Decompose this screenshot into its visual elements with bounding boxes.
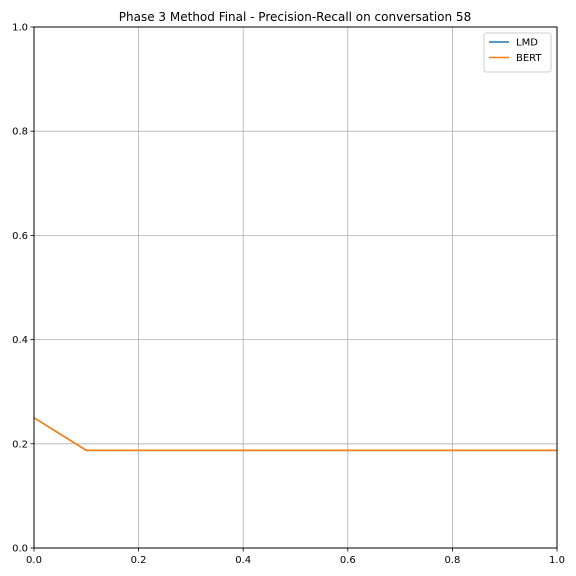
chart-title: Phase 3 Method Final - Precision-Recall … — [119, 10, 471, 24]
x-tick-label: 0.4 — [235, 555, 251, 566]
y-tick-label: 1.0 — [12, 23, 28, 34]
legend: LMD BERT — [483, 32, 552, 73]
x-tick-label: 0.0 — [26, 555, 42, 566]
legend-label-bert: BERT — [516, 53, 542, 64]
y-axis: 0.0 0.2 0.4 0.6 0.8 1.0 — [12, 23, 34, 555]
x-tick-label: 1.0 — [549, 555, 565, 566]
y-tick-label: 0.6 — [12, 231, 28, 242]
y-tick-label: 0.4 — [12, 335, 28, 346]
y-tick-label: 0.8 — [12, 127, 28, 138]
legend-label-lmd: LMD — [516, 38, 538, 49]
y-tick-label: 0.0 — [12, 544, 28, 555]
grid-lines — [33, 26, 558, 549]
plot-frame — [33, 26, 558, 549]
plot-area — [34, 27, 557, 548]
x-tick-label: 0.2 — [131, 555, 147, 566]
data-series — [33, 417, 557, 452]
x-tick-label: 0.8 — [444, 555, 460, 566]
series-line-bert — [33, 417, 557, 452]
x-axis: 0.0 0.2 0.4 0.6 0.8 1.0 — [26, 548, 565, 566]
x-tick-label: 0.6 — [340, 555, 356, 566]
y-tick-label: 0.2 — [12, 439, 28, 450]
